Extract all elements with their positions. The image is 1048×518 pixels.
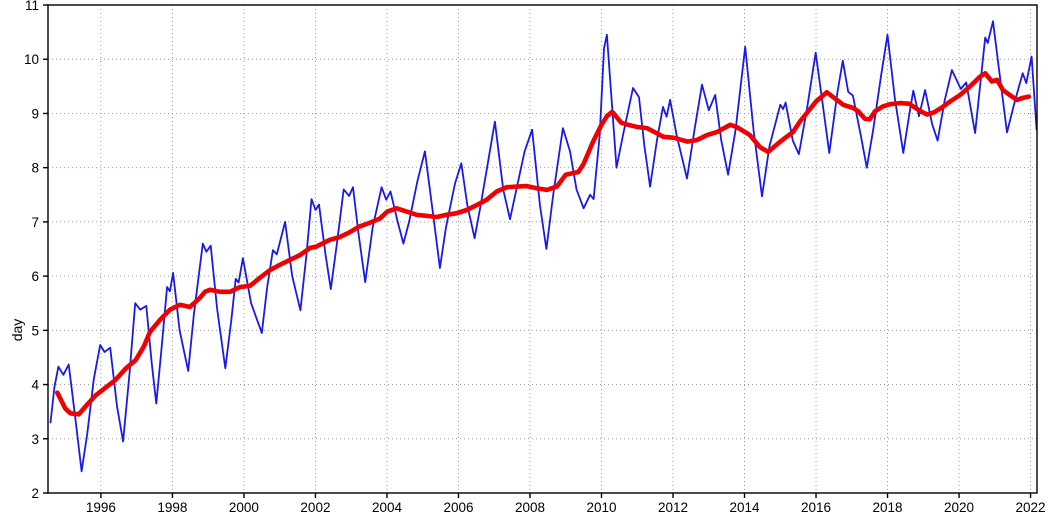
y-tick-label: 2 (31, 486, 39, 501)
y-tick-label: 11 (25, 0, 39, 13)
x-tick-label: 2008 (515, 500, 545, 515)
axes-border (47, 4, 1038, 494)
monthly-series (49, 20, 1038, 473)
x-tick-label: 2006 (443, 500, 473, 515)
y-tick-label: 6 (31, 269, 39, 284)
y-tick-label: 4 (31, 378, 39, 393)
y-tick-label: 9 (31, 106, 39, 121)
x-tick-label: 2000 (229, 500, 259, 515)
x-tick-label: 2004 (372, 500, 403, 515)
y-tick-label: 3 (31, 432, 39, 447)
y-tick-label: 10 (24, 52, 39, 67)
x-tick-label: 2022 (1016, 500, 1046, 515)
x-tick-label: 2010 (586, 500, 616, 515)
running-mean-series (54, 71, 1032, 417)
x-tick-label: 1996 (86, 500, 116, 515)
y-axis-label: day (9, 318, 25, 342)
y-tick-label: 5 (31, 323, 39, 338)
x-tick-label: 1998 (157, 500, 187, 515)
y-tick-label: 8 (31, 161, 39, 176)
x-tick-label: 2018 (873, 500, 903, 515)
x-tick-label: 2002 (300, 500, 330, 515)
x-tick-label: 2016 (801, 500, 831, 515)
y-tick-label: 7 (31, 215, 39, 230)
x-tick-label: 2012 (658, 500, 688, 515)
x-tick-label: 2020 (944, 500, 974, 515)
x-tick-label: 2014 (729, 500, 760, 515)
